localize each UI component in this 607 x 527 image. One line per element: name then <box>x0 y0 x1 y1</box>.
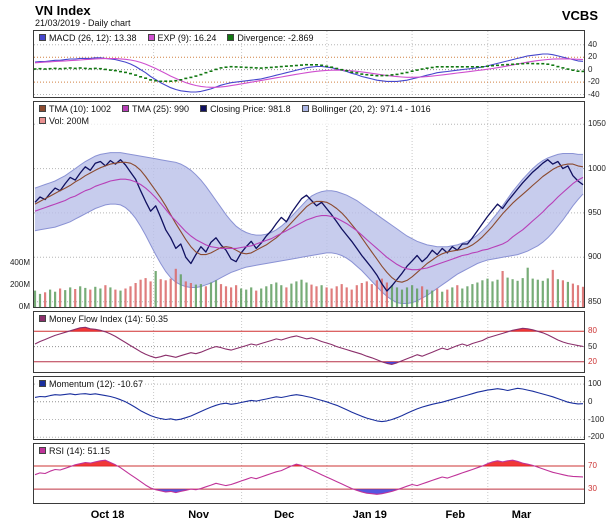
legend-item: Momentum (12): -10.67 <box>39 379 143 389</box>
x-axis-label: Nov <box>188 509 209 521</box>
legend-swatch <box>39 380 46 387</box>
volume-axis-label: 0M <box>18 302 30 311</box>
legend-item: Closing Price: 981.8 <box>200 104 291 114</box>
y-axis-tick-label: -100 <box>588 414 605 424</box>
legend-label: Money Flow Index (14): 50.35 <box>49 313 169 324</box>
legend-swatch <box>301 105 309 112</box>
legend-swatch <box>147 34 155 41</box>
y-axis-tick-label: 20 <box>588 356 597 366</box>
chart-header: VN Index 21/03/2019 - Daily chart VCBS <box>0 0 607 30</box>
legend-item: Divergence: -2.869 <box>227 33 313 43</box>
y-axis-tick-label: 950 <box>588 207 602 217</box>
legend-label: RSI (14): 51.15 <box>49 445 111 456</box>
legend-swatch <box>39 315 46 322</box>
y-axis-tick-label: 0 <box>588 396 593 406</box>
y-axis-tick-label: -200 <box>588 432 605 442</box>
legend-swatch <box>200 105 208 112</box>
x-axis-labels: Oct 18 Nov Dec Jan 19 Feb Mar <box>0 507 607 527</box>
macd-legend: MACD (26, 12): 13.38 EXP (9): 16.24 Diverg… <box>37 31 316 43</box>
legend-label: EXP (9): 16.24 <box>157 32 217 43</box>
legend-label: Closing Price: 981.8 <box>210 103 291 114</box>
price-legend: TMA (10): 1002 TMA (25): 990 Closing Price… <box>37 102 433 126</box>
mfi-panel: Money Flow Index (14): 50.35 80 50 20 <box>0 311 607 373</box>
momentum-legend: Momentum (12): -10.67 <box>37 377 146 389</box>
brand-logo: VCBS <box>561 8 598 23</box>
x-axis-label: Oct 18 <box>90 509 125 521</box>
legend-item: TMA (10): 1002 <box>39 104 111 114</box>
rsi-plot <box>33 443 585 504</box>
legend-swatch <box>39 447 46 454</box>
legend-swatch <box>39 34 46 41</box>
volume-axis-label: 400M <box>9 258 30 268</box>
legend-label: Bollinger (20, 2): 971.4 - 1016 <box>311 103 431 114</box>
legend-swatch <box>227 34 235 41</box>
macd-panel: MACD (26, 12): 13.38 EXP (9): 16.24 Diverg… <box>0 30 607 99</box>
legend-label: TMA (10): 1002 <box>49 103 112 114</box>
y-axis-tick-label: 900 <box>588 252 602 262</box>
legend-label: MACD (26, 12): 13.38 <box>49 32 137 43</box>
legend-label: Momentum (12): -10.67 <box>49 378 144 389</box>
y-axis-tick-label: 1000 <box>588 163 606 173</box>
legend-item: Vol: 200M <box>39 116 89 126</box>
x-axis-label: Feb <box>445 509 466 521</box>
legend-swatch <box>122 105 130 112</box>
x-axis-label: Jan 19 <box>352 509 387 521</box>
price-panel: TMA (10): 1002 TMA (25): 990 Closing Price… <box>0 101 607 311</box>
y-axis-tick-label: 850 <box>588 296 602 306</box>
y-axis-tick-label: 80 <box>588 326 597 336</box>
price-plot <box>33 101 585 308</box>
legend-swatch <box>39 105 46 112</box>
legend-item: Money Flow Index (14): 50.35 <box>39 314 168 324</box>
y-axis-tick-label: 20 <box>588 52 597 62</box>
rsi-legend: RSI (14): 51.15 <box>37 444 113 456</box>
page-title: VN Index <box>35 3 91 18</box>
legend-label: Vol: 200M <box>49 115 90 126</box>
legend-item: MACD (26, 12): 13.38 <box>39 33 137 43</box>
legend-item: TMA (25): 990 <box>122 104 189 114</box>
rsi-panel: RSI (14): 51.15 70 30 <box>0 443 607 504</box>
y-axis-tick-label: 50 <box>588 341 597 351</box>
legend-label: TMA (25): 990 <box>132 103 190 114</box>
x-axis-label: Dec <box>274 509 295 521</box>
legend-item: EXP (9): 16.24 <box>147 32 217 43</box>
y-axis-tick-label: -20 <box>588 77 600 87</box>
y-axis-tick-label: 1050 <box>588 119 606 129</box>
legend-label: Divergence: -2.869 <box>237 32 314 43</box>
x-axis-label: Mar <box>511 509 532 521</box>
y-axis-tick-label: 30 <box>588 484 597 494</box>
legend-item: Bollinger (20, 2): 971.4 - 1016 <box>301 103 431 114</box>
mfi-legend: Money Flow Index (14): 50.35 <box>37 312 171 324</box>
volume-axis-label: 200M <box>9 280 30 290</box>
y-axis-tick-label: -40 <box>588 89 600 99</box>
y-axis-tick-label: 100 <box>588 379 602 389</box>
legend-swatch <box>39 117 46 124</box>
legend-item: RSI (14): 51.15 <box>39 446 110 456</box>
y-axis-tick-label: 70 <box>588 460 597 470</box>
y-axis-tick-label: 0 <box>588 64 593 74</box>
y-axis-tick-label: 40 <box>588 39 597 49</box>
momentum-panel: Momentum (12): -10.67 100 0 -100 -200 <box>0 376 607 442</box>
page-subtitle: 21/03/2019 - Daily chart <box>35 18 131 28</box>
